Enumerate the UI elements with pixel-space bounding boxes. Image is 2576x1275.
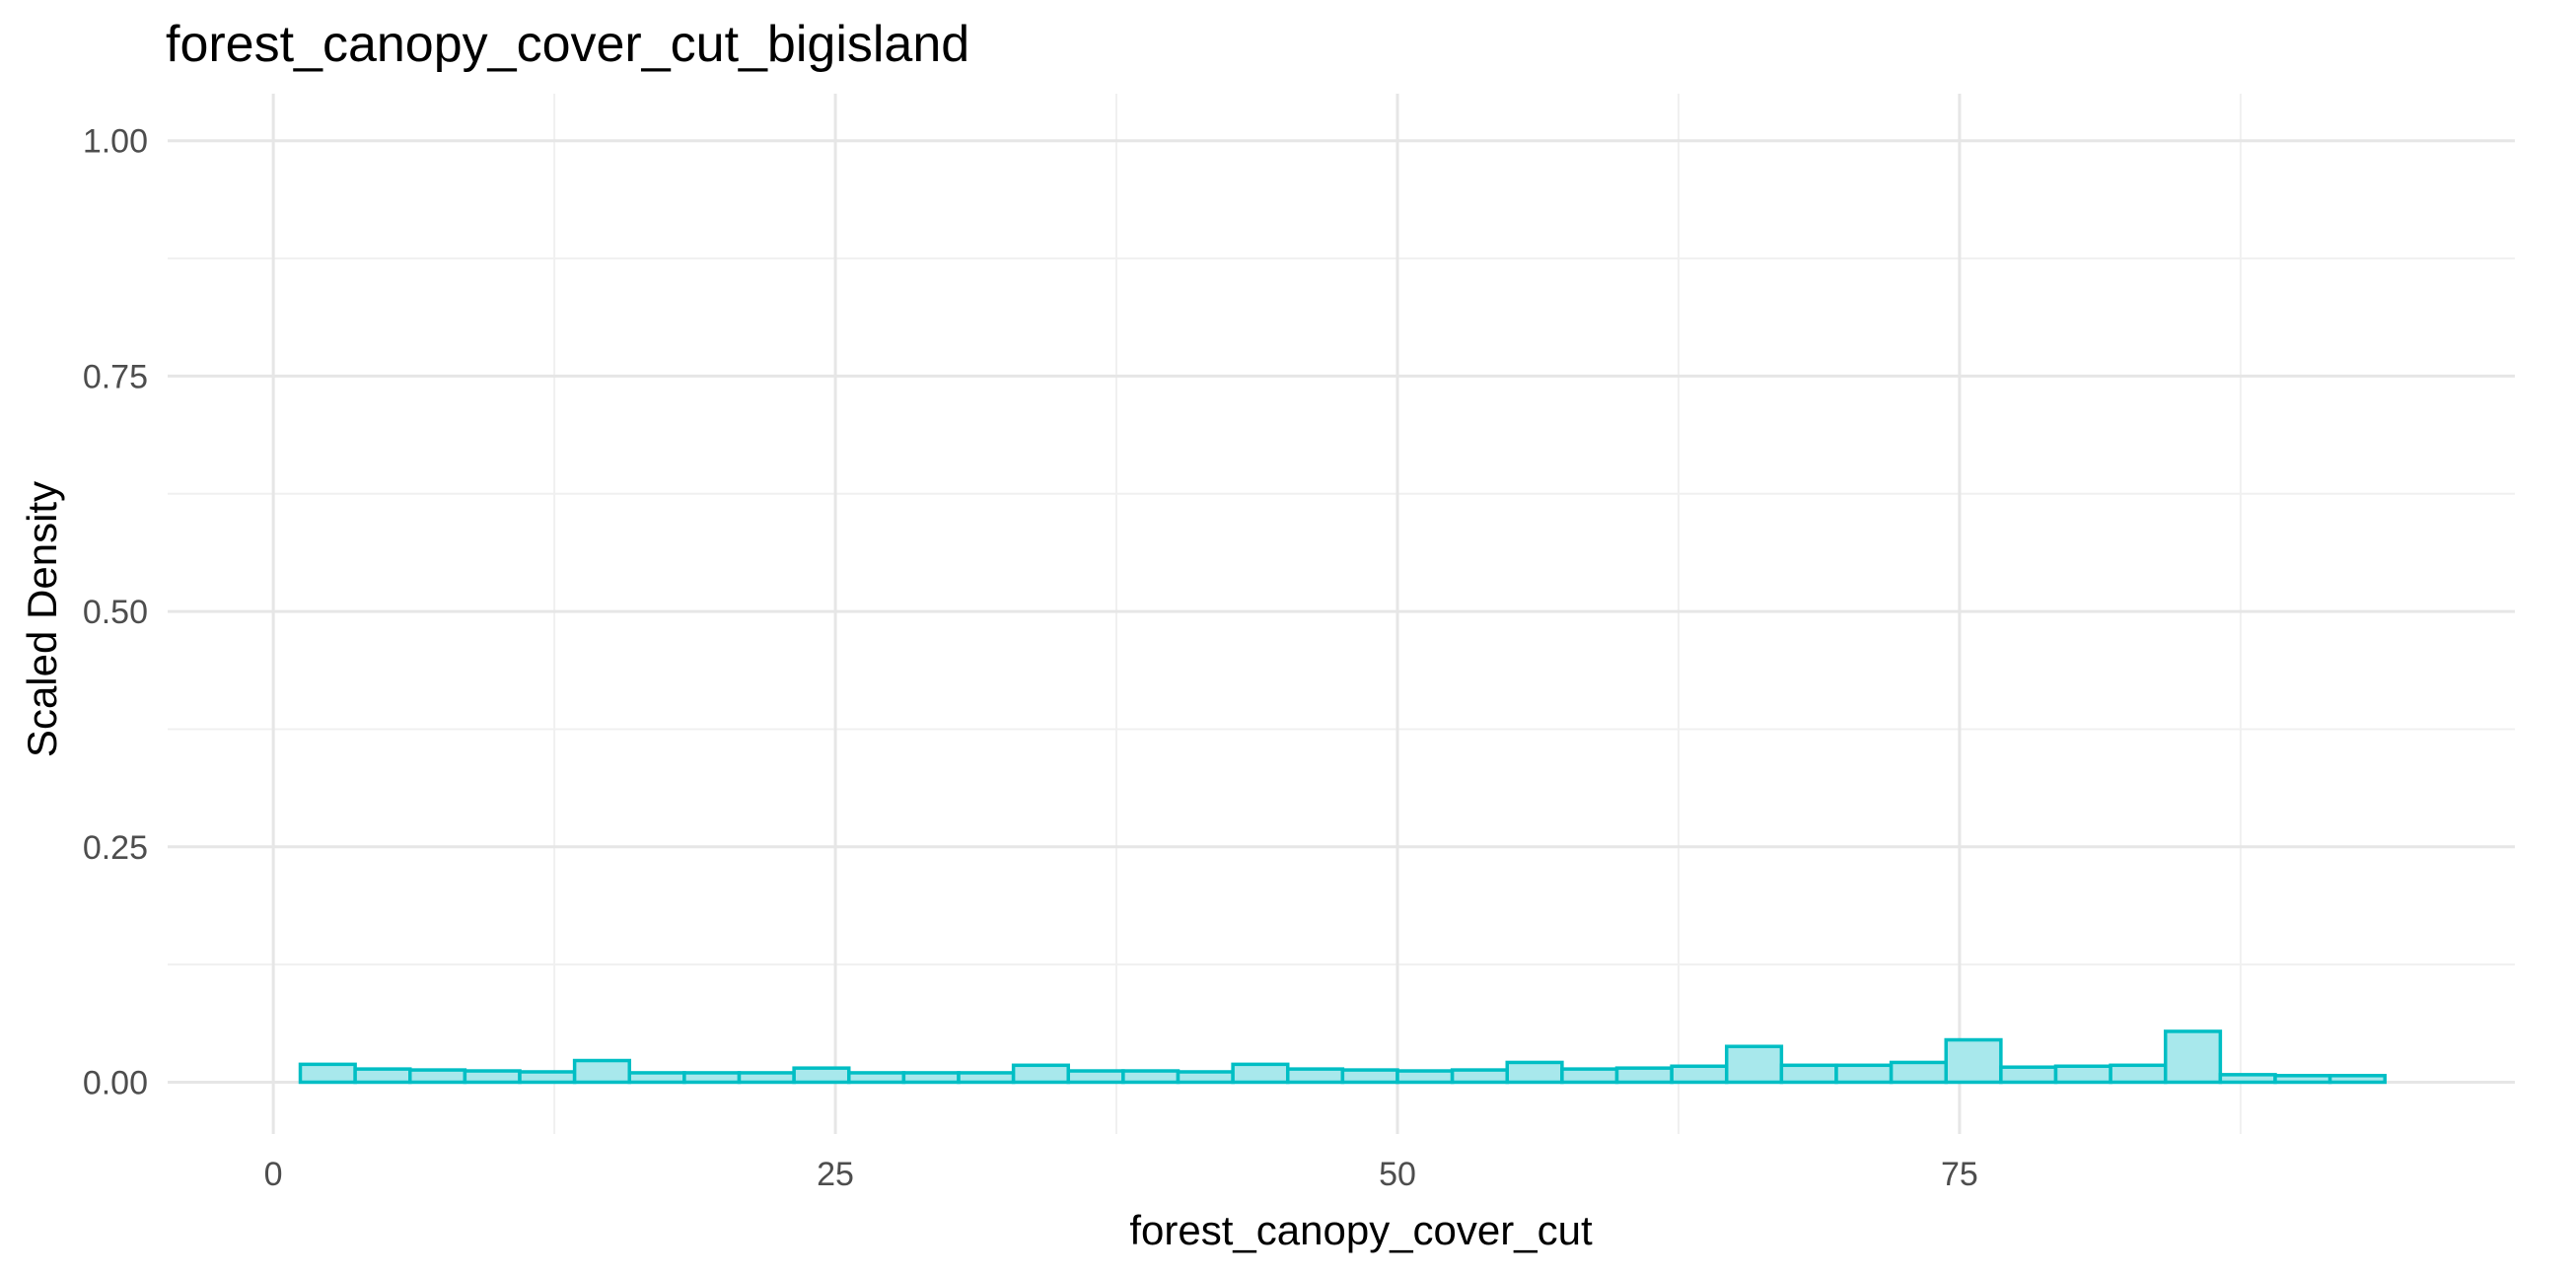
histogram-bar xyxy=(1121,1069,1181,1085)
histogram-bar xyxy=(408,1068,467,1085)
histogram-bar xyxy=(2327,1074,2387,1085)
histogram-bar xyxy=(2273,1074,2332,1085)
x-tick-label: 50 xyxy=(1379,1156,1416,1193)
y-tick-label: 0.50 xyxy=(83,594,148,631)
histogram-bar xyxy=(2053,1064,2112,1085)
histogram-bar xyxy=(2218,1073,2277,1085)
histogram-bars xyxy=(298,1029,2387,1085)
histogram-bar xyxy=(1614,1066,1674,1085)
y-tick-label: 1.00 xyxy=(83,123,148,161)
x-tick-label: 75 xyxy=(1941,1156,1978,1193)
histogram-bar xyxy=(518,1070,577,1085)
histogram-bar xyxy=(353,1067,412,1085)
histogram-bar xyxy=(1231,1062,1290,1085)
histogram-bar xyxy=(901,1071,961,1085)
histogram-bar xyxy=(1779,1063,1838,1085)
histogram-bar xyxy=(682,1071,742,1085)
histogram-bar xyxy=(846,1071,906,1085)
chart-title: forest_canopy_cover_cut_bigisland xyxy=(166,16,969,73)
x-tick-label: 25 xyxy=(817,1156,854,1193)
histogram-bar xyxy=(1560,1067,1619,1085)
histogram-bar xyxy=(1285,1067,1345,1085)
grid-lines xyxy=(168,94,2515,1134)
histogram-bar xyxy=(1395,1069,1455,1085)
histogram-bar xyxy=(1011,1063,1070,1085)
histogram-bar xyxy=(737,1071,796,1085)
y-tick-label: 0.00 xyxy=(83,1064,148,1101)
histogram-bar xyxy=(957,1071,1016,1085)
histogram-bar xyxy=(1999,1065,2058,1085)
histogram-bar xyxy=(1176,1070,1235,1085)
histogram-bar xyxy=(2163,1029,2223,1085)
y-tick-label: 0.75 xyxy=(83,358,148,395)
histogram-bar xyxy=(1889,1060,1948,1085)
histogram-bar xyxy=(1834,1063,1894,1085)
histogram-bar xyxy=(1450,1068,1509,1085)
y-axis-title: Scaled Density xyxy=(19,481,65,757)
histogram-bar xyxy=(1505,1060,1564,1085)
histogram-bar xyxy=(298,1062,357,1085)
histogram-bar xyxy=(1340,1068,1399,1085)
histogram-bar xyxy=(1944,1037,2003,1085)
histogram-bar xyxy=(1066,1069,1125,1085)
histogram-bar xyxy=(1670,1064,1729,1085)
y-tick-label: 0.25 xyxy=(83,829,148,867)
x-tick-label: 0 xyxy=(264,1156,283,1193)
histogram-bar xyxy=(1724,1044,1784,1085)
histogram-bar xyxy=(572,1058,631,1085)
histogram-bar xyxy=(463,1069,522,1085)
histogram-bar xyxy=(2109,1063,2168,1085)
histogram-bar xyxy=(792,1066,851,1085)
histogram-bar xyxy=(627,1071,686,1085)
x-axis-title: forest_canopy_cover_cut xyxy=(1129,1207,1593,1253)
tick-labels: 0.00 0.25 0.50 0.75 1.00 0 25 50 75 xyxy=(83,123,1978,1193)
